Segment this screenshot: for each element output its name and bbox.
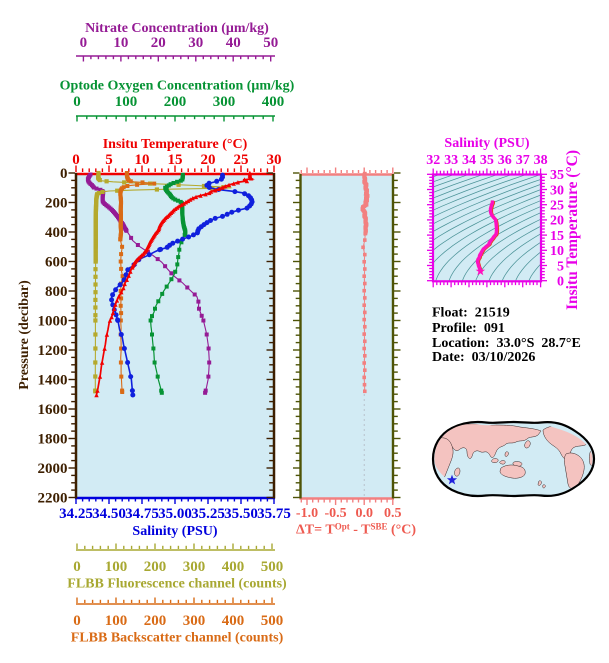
- svg-text:10: 10: [113, 35, 128, 51]
- svg-text:1400: 1400: [38, 372, 68, 388]
- svg-text:0: 0: [557, 275, 564, 290]
- svg-text:0.5: 0.5: [384, 506, 402, 521]
- svg-text:800: 800: [45, 284, 68, 300]
- svg-text:200: 200: [144, 559, 167, 575]
- svg-text:400: 400: [45, 225, 68, 241]
- svg-text:34: 34: [462, 153, 476, 168]
- svg-text:20: 20: [201, 152, 216, 168]
- svg-text:35.25: 35.25: [191, 506, 225, 522]
- svg-text:30: 30: [550, 183, 564, 198]
- svg-text:FLBB Backscatter channel (coun: FLBB Backscatter channel (counts): [71, 631, 284, 646]
- svg-text:200: 200: [164, 94, 187, 110]
- svg-text:500: 500: [261, 613, 284, 629]
- svg-text:Salinity (PSU): Salinity (PSU): [132, 524, 218, 539]
- svg-text:Nitrate Concentration (μm/kg): Nitrate Concentration (μm/kg): [85, 21, 269, 36]
- svg-text:25: 25: [550, 199, 564, 214]
- svg-text:2000: 2000: [38, 461, 68, 477]
- svg-text:300: 300: [183, 559, 206, 575]
- svg-text:50: 50: [263, 35, 278, 51]
- svg-text:35: 35: [550, 168, 564, 183]
- svg-text:Date: 03/10/2026: Date: 03/10/2026: [432, 350, 535, 365]
- svg-text:30: 30: [188, 35, 203, 51]
- svg-text:15: 15: [550, 229, 564, 244]
- svg-text:37: 37: [516, 153, 530, 168]
- svg-text:100: 100: [105, 559, 128, 575]
- svg-text:300: 300: [213, 94, 236, 110]
- svg-text:200: 200: [45, 195, 68, 211]
- svg-text:300: 300: [183, 613, 206, 629]
- svg-text:1800: 1800: [38, 431, 68, 447]
- svg-text:34.75: 34.75: [125, 506, 159, 522]
- svg-text:Float: 21519: Float: 21519: [432, 306, 510, 321]
- svg-text:10: 10: [135, 152, 150, 168]
- svg-text:100: 100: [115, 94, 138, 110]
- svg-text:Profile: 091: Profile: 091: [432, 321, 505, 336]
- svg-text:0: 0: [73, 94, 81, 110]
- svg-text:400: 400: [262, 94, 285, 110]
- svg-text:34.25: 34.25: [59, 506, 93, 522]
- svg-text:Optode Oxygen Concentration (μ: Optode Oxygen Concentration (μm/kg): [60, 78, 295, 93]
- svg-text:Pressure (decibar): Pressure (decibar): [17, 280, 32, 390]
- svg-text:25: 25: [234, 152, 249, 168]
- svg-text:35.75: 35.75: [257, 506, 291, 522]
- svg-text:Salinity (PSU): Salinity (PSU): [444, 136, 530, 151]
- svg-text:0: 0: [73, 559, 81, 575]
- svg-text:0: 0: [73, 613, 81, 629]
- svg-text:5: 5: [105, 152, 113, 168]
- svg-text:Insitu Temperature (°C): Insitu Temperature (°C): [103, 137, 248, 152]
- svg-text:20: 20: [550, 214, 564, 229]
- svg-text:Insitu Temperature (°C): Insitu Temperature (°C): [564, 150, 581, 310]
- svg-text:600: 600: [45, 254, 68, 270]
- svg-text:-0.5: -0.5: [325, 506, 347, 521]
- svg-text:30: 30: [267, 152, 282, 168]
- svg-text:10: 10: [550, 244, 564, 259]
- svg-text:35.00: 35.00: [158, 506, 192, 522]
- svg-text:1600: 1600: [38, 402, 68, 418]
- svg-text:36: 36: [498, 153, 512, 168]
- svg-text:35: 35: [480, 153, 494, 168]
- svg-text:ΔT= TOpt - TSBE (°C): ΔT= TOpt - TSBE (°C): [296, 522, 416, 538]
- svg-text:1200: 1200: [38, 343, 68, 359]
- svg-text:0: 0: [72, 152, 80, 168]
- svg-text:0: 0: [80, 35, 88, 51]
- svg-text:38: 38: [534, 153, 548, 168]
- svg-text:15: 15: [168, 152, 183, 168]
- svg-text:32: 32: [426, 153, 440, 168]
- svg-text:1000: 1000: [38, 313, 68, 329]
- svg-text:20: 20: [151, 35, 166, 51]
- svg-text:35.50: 35.50: [224, 506, 258, 522]
- svg-text:0: 0: [60, 166, 68, 182]
- svg-text:400: 400: [222, 559, 245, 575]
- svg-text:40: 40: [226, 35, 241, 51]
- svg-text:200: 200: [144, 613, 167, 629]
- svg-text:0.0: 0.0: [355, 506, 373, 521]
- svg-text:34.50: 34.50: [92, 506, 126, 522]
- svg-text:-1.0: -1.0: [296, 506, 318, 521]
- svg-text:Location: 33.0°S 28.7°E: Location: 33.0°S 28.7°E: [432, 336, 581, 351]
- svg-text:100: 100: [105, 613, 128, 629]
- svg-text:500: 500: [261, 559, 284, 575]
- svg-text:400: 400: [222, 613, 245, 629]
- svg-text:FLBB Fluorescence channel (cou: FLBB Fluorescence channel (counts): [67, 577, 287, 592]
- svg-text:5: 5: [557, 259, 564, 274]
- svg-text:33: 33: [444, 153, 458, 168]
- svg-text:2200: 2200: [38, 490, 68, 506]
